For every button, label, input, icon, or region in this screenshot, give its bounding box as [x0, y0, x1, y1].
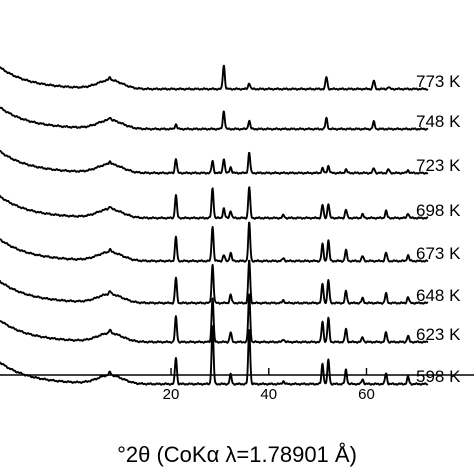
curve-label-748k: 748 K [416, 112, 461, 131]
x-tick-label-40: 40 [260, 386, 277, 403]
x-ticks-group: 20 40 60 [163, 368, 375, 403]
trace-748k [0, 106, 429, 131]
trace-673k [0, 221, 429, 263]
curve-labels-group: 773 K 748 K 723 K 698 K 673 K 648 K 623 K 598 K [416, 72, 461, 386]
x-tick-label-60: 60 [358, 386, 375, 403]
trace-723k [0, 149, 429, 175]
curve-label-773k: 773 K [416, 72, 461, 91]
curve-label-698k: 698 K [416, 201, 461, 220]
trace-623k [0, 293, 429, 344]
curve-label-648k: 648 K [416, 286, 461, 305]
curve-label-723k: 723 K [416, 156, 461, 175]
trace-773k [0, 64, 429, 91]
traces-group [0, 64, 429, 386]
trace-648k [0, 259, 429, 305]
x-tick-label-20: 20 [163, 386, 180, 403]
curve-label-623k: 623 K [416, 325, 461, 344]
curve-label-673k: 673 K [416, 244, 461, 263]
trace-598k [0, 325, 429, 386]
curve-label-598k: 598 K [416, 367, 461, 386]
x-axis-label: °2θ (CoKα λ=1.78901 Å) [117, 442, 357, 467]
trace-698k [0, 186, 429, 220]
